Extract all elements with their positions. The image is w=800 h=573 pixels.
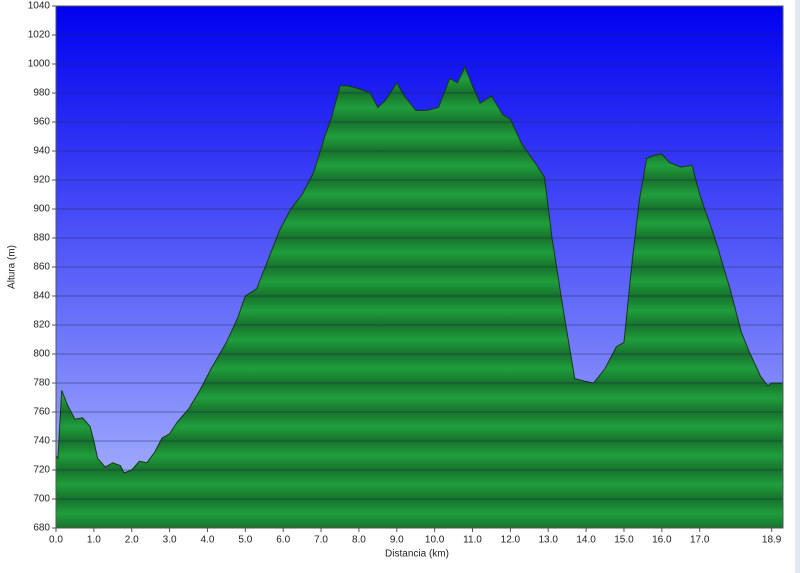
y-tick-label: 680: [33, 523, 50, 534]
x-tick-label: 18.9: [762, 535, 782, 546]
x-tick-label: 17.0: [690, 535, 710, 546]
x-tick-label: 0.0: [49, 535, 63, 546]
y-tick-label: 1020: [28, 30, 51, 41]
x-tick-label: 8.0: [352, 535, 366, 546]
x-tick-label: 14.0: [576, 535, 596, 546]
x-tick-label: 10.0: [425, 535, 445, 546]
y-tick-label: 800: [33, 349, 50, 360]
x-tick-label: 1.0: [87, 535, 101, 546]
x-tick-label: 13.0: [539, 535, 559, 546]
y-tick-label: 960: [33, 117, 50, 128]
x-tick-label: 12.0: [501, 535, 521, 546]
x-tick-label: 16.0: [652, 535, 672, 546]
y-tick-label: 720: [33, 465, 50, 476]
y-tick-label: 760: [33, 407, 50, 418]
window-edge: [795, 0, 800, 573]
elevation-shading: [56, 66, 783, 529]
y-tick-label: 740: [33, 436, 50, 447]
y-tick-label: 980: [33, 88, 50, 99]
x-tick-label: 2.0: [125, 535, 139, 546]
y-tick-label: 940: [33, 146, 50, 157]
y-tick-label: 880: [33, 233, 50, 244]
y-tick-label: 860: [33, 262, 50, 273]
y-tick-label: 920: [33, 175, 50, 186]
y-tick-label: 780: [33, 378, 50, 389]
x-tick-label: 6.0: [276, 535, 290, 546]
x-tick-label: 3.0: [163, 535, 177, 546]
y-axis-title: Altura (m): [7, 245, 18, 289]
x-tick-label: 15.0: [614, 535, 634, 546]
y-tick-label: 1000: [28, 59, 51, 70]
x-tick-label: 5.0: [238, 535, 252, 546]
y-tick-label: 900: [33, 204, 50, 215]
x-axis-title: Distancia (km): [385, 549, 449, 560]
y-tick-label: 820: [33, 320, 50, 331]
x-tick-label: 11.0: [463, 535, 482, 546]
x-tick-label: 4.0: [201, 535, 215, 546]
x-tick-label: 7.0: [314, 535, 328, 546]
y-tick-label: 1040: [28, 1, 51, 12]
y-tick-label: 700: [33, 494, 50, 505]
y-tick-label: 840: [33, 291, 50, 302]
x-tick-label: 9.0: [390, 535, 404, 546]
